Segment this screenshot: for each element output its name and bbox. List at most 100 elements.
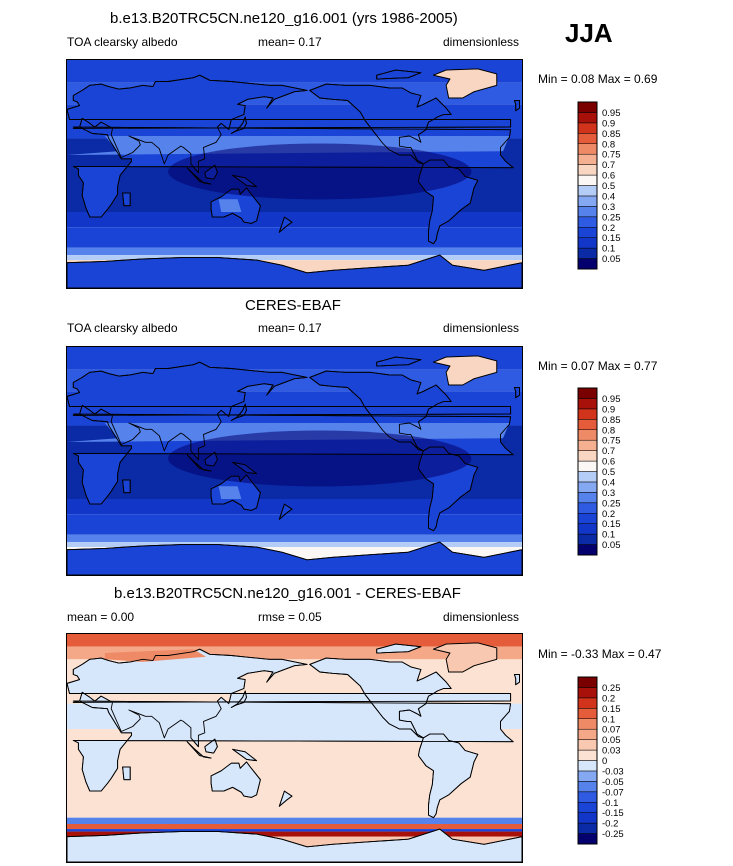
land-japan [230,690,247,708]
colorbar-tick-label: 0.5 [602,181,615,192]
colorbar-segment [577,439,598,451]
colorbar-tick-label: -0.15 [602,808,624,819]
land-samerica [417,446,479,532]
colorbar-tick-label: 0.03 [602,746,621,757]
colorbar-segment [577,195,598,207]
sea-ice-edge-band [67,534,522,543]
colorbar-segment [577,419,598,430]
panel2-colorbar-svg: 0.050.10.150.20.250.30.40.50.60.70.750.8… [577,387,621,556]
land-newguinea [232,748,258,762]
desert-region [218,199,242,212]
colorbar-segment [577,812,598,824]
colorbar-tick-label: -0.03 [602,766,624,777]
colorbar-segment [577,760,598,772]
land-madagascar [122,766,131,781]
colorbar-segment [577,387,598,399]
panel1-variable-label: TOA clearsky albedo [67,35,178,49]
land-eurasia [67,361,512,461]
colorbar-segment [577,398,598,410]
panel2-colorbar: 0.05 0.1 0.15 0.2 0.25 0.3 0.4 0.5 0.6 0.7 0.75 0.8… [577,387,657,572]
colorbar-tick-label: 0.75 [602,436,621,447]
colorbar-segment [577,471,598,483]
colorbar-tick-label: 0.7 [602,160,615,171]
colorbar-segment [577,513,598,524]
arctic-diff-band [67,634,522,647]
desert-region [218,486,242,499]
colorbar-segment [577,749,598,761]
land-uk [513,100,520,112]
colorbar-tick-label: 0.25 [602,498,621,509]
colorbar-tick-label: 0.3 [602,202,615,213]
colorbar-tick-label: 0.1 [602,714,615,725]
colorbar-segment [577,133,598,144]
so-neg-band-2 [67,829,522,832]
colorbar-segment [577,174,598,186]
so-neg-band [67,817,522,824]
panel1-map [66,59,523,289]
sea-ice-band [67,542,522,548]
land-madagascar [122,192,131,207]
panel3-minmax: Min = -0.33 Max = 0.47 [538,647,662,661]
greenland-ice [433,68,497,98]
colorbar-tick-label: 0.2 [602,509,615,520]
sea-ice-edge-band [67,247,522,256]
colorbar-segment [577,687,598,699]
colorbar-segment [577,833,598,845]
panel2-units-label: dimensionless [443,321,520,335]
colorbar-tick-label: 0.25 [602,683,621,694]
panel3-colorbar: -0.25 -0.2 -0.15 -0.1 -0.07 -0.05 -0.03 0 0.03 0.… [577,676,657,861]
colorbar-segment [577,544,598,556]
greenland-ice [433,355,497,385]
colorbar-tick-label: 0.7 [602,446,615,457]
southern-ocean-band [67,227,522,248]
colorbar-segment [577,185,598,197]
colorbar-segment [577,802,598,813]
land-newguinea [232,174,258,188]
panel1-colorbar-svg: 0.050.10.150.20.250.30.40.50.60.70.750.8… [577,101,621,270]
land-japan [230,116,247,134]
colorbar-segment [577,739,598,751]
colorbar-tick-label: 0.9 [602,404,615,415]
panel2-minmax: Min = 0.07 Max = 0.77 [538,359,658,373]
colorbar-tick-label: 0.95 [602,394,621,405]
land-antarctica [67,828,522,862]
sh-mid-band [67,212,522,228]
colorbar-segment [577,247,598,259]
land-australia [210,761,261,798]
colorbar-tick-label: 0.15 [602,704,621,715]
land-madagascar [122,479,131,494]
colorbar-segment [577,122,598,134]
colorbar-tick-label: 0.95 [602,108,621,119]
colorbar-segment [577,770,598,782]
pacific-low-albedo [168,143,472,200]
land-arctic_is [376,643,422,654]
land-newguinea [232,461,258,475]
colorbar-segment [577,781,598,793]
colorbar-segment [577,728,598,740]
pacific-low-albedo [168,430,472,487]
colorbar-tick-label: 0.2 [602,223,615,234]
colorbar-segment [577,791,598,803]
colorbar-segment [577,216,598,228]
panel1-map-svg [67,60,522,288]
land-africa [72,126,514,218]
colorbar-tick-label: -0.2 [602,819,618,830]
colorbar-segment [577,502,598,514]
colorbar-tick-label: 0.3 [602,488,615,499]
colorbar-tick-label: -0.07 [602,787,624,798]
colorbar-tick-label: 0.8 [602,139,615,150]
colorbar-segment [577,718,598,730]
panel1-title: b.e13.B20TRC5CN.ne120_g16.001 (yrs 1986-… [110,10,458,27]
colorbar-tick-label: 0.5 [602,467,615,478]
colorbar-tick-label: 0.1 [602,244,615,255]
panel2-mean-label: mean= 0.17 [258,321,322,335]
colorbar-segment [577,408,598,420]
colorbar-tick-label: 0.9 [602,118,615,129]
colorbar-tick-label: 0.85 [602,415,621,426]
colorbar-segment [577,492,598,504]
panel3-colorbar-svg: -0.25-0.2-0.15-0.1-0.07-0.05-0.0300.030.… [577,676,624,845]
land-africa [72,700,514,792]
land-indonesia1 [186,741,212,759]
colorbar-segment [577,258,598,270]
land-arctic_is [376,356,422,367]
